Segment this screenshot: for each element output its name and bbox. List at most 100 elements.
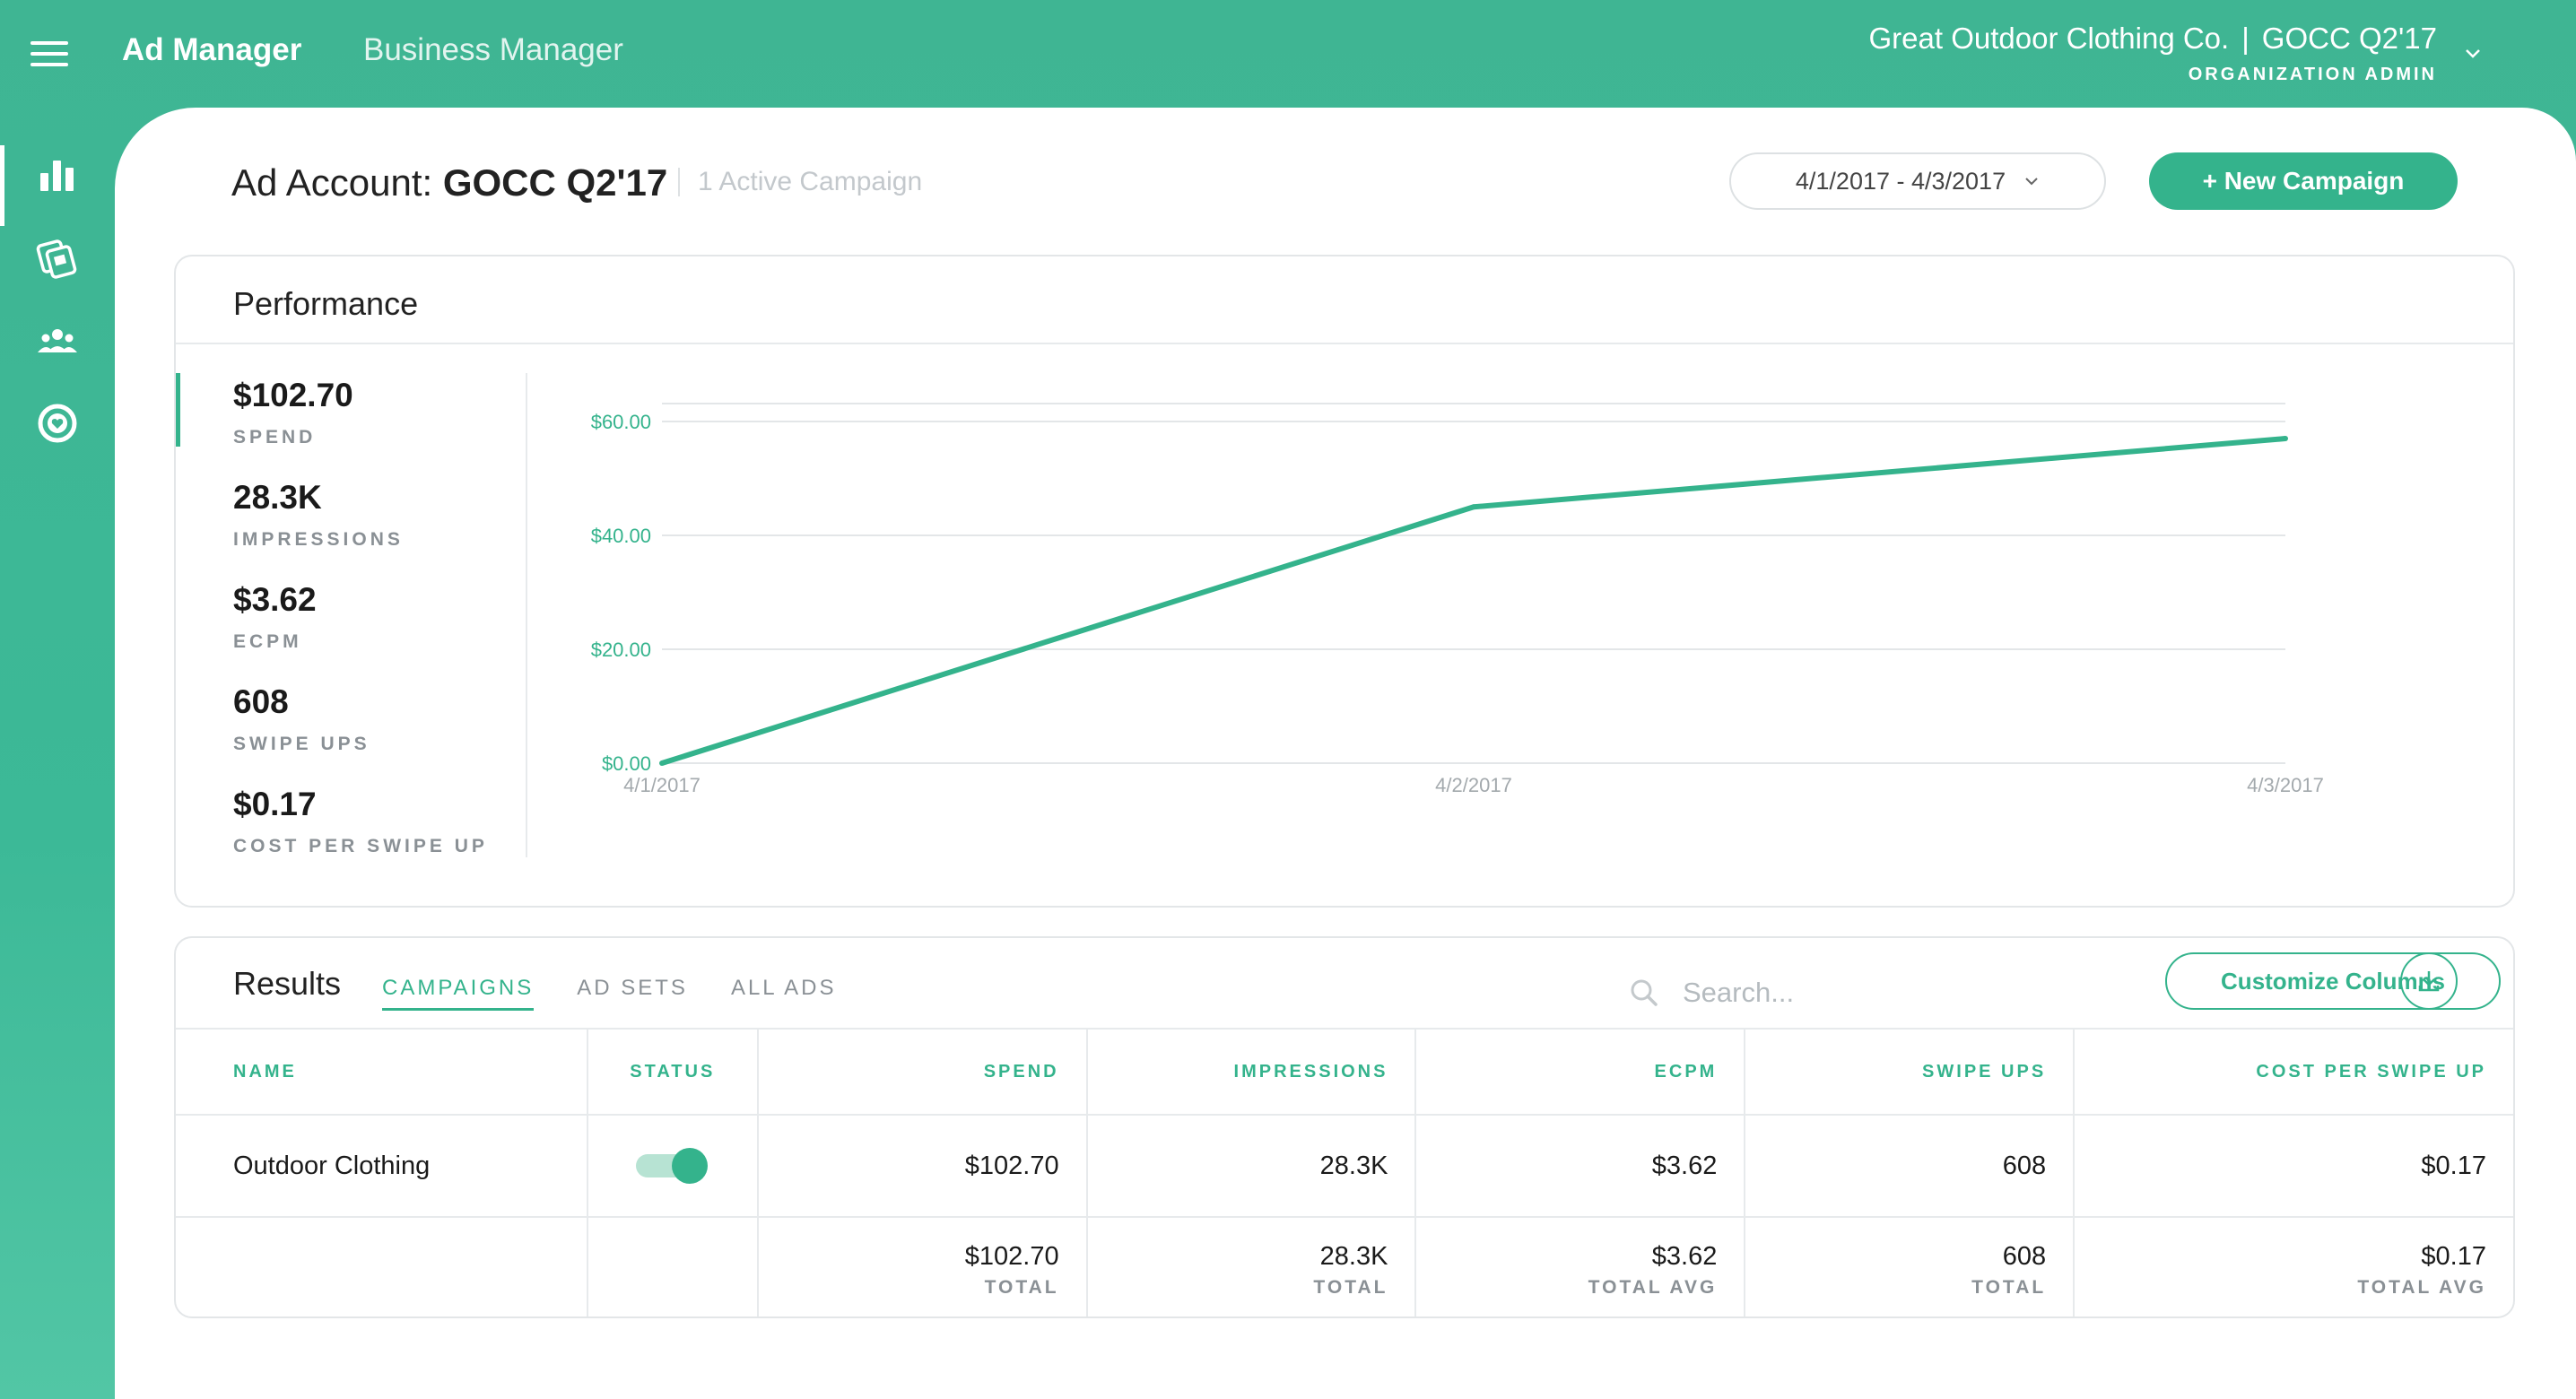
download-icon [2418,971,2440,992]
business-manager-link[interactable]: Business Manager [363,32,623,67]
data-point [1471,504,1476,510]
cost-per-swipe-up-value: $0.17 [2421,1151,2486,1180]
app-title[interactable]: Ad Manager [122,32,302,67]
new-campaign-button[interactable]: + New Campaign [2149,152,2458,210]
column-header-name[interactable]: NAME [176,1030,588,1114]
total-label: TOTAL AVG [1588,1276,1718,1298]
tab-ad-sets[interactable]: AD SETS [577,976,688,1000]
date-range-picker[interactable]: 4/1/2017 - 4/3/2017 [1729,152,2106,210]
sidebar-item-help[interactable] [0,382,115,465]
chevron-down-icon [2025,178,2038,186]
y-tick-label: $0.00 [602,752,651,775]
total-value: $3.62 [1651,1241,1718,1271]
tab-all-ads[interactable]: ALL ADS [730,976,837,1000]
metric-label: ECPM [233,631,302,652]
org-separator: | [2241,22,2250,55]
total-cost-per-swipe-up: $0.17 TOTAL AVG [2075,1218,2513,1316]
impressions-value: 28.3K [1088,1116,1417,1216]
x-tick-label: 4/1/2017 [623,774,701,796]
metric-swipe-ups[interactable]: 608 SWIPE UPS [176,680,526,782]
campaign-status-toggle[interactable] [635,1148,709,1184]
sidebar-item-reports[interactable] [0,135,115,226]
metric-value: $0.17 [233,786,317,822]
table-row[interactable]: Outdoor Clothing $102.70 28.3K $3.62 608… [176,1114,2513,1216]
total-impressions: 28.3K TOTAL [1088,1218,1417,1316]
ecpm-value: $3.62 [1416,1116,1746,1216]
search-box [1629,961,1970,1024]
creative-icon [36,239,77,279]
account-title-name: GOCC Q2'17 [442,161,668,204]
metric-value: $102.70 [233,377,353,413]
chevron-down-icon[interactable] [2463,43,2483,63]
totals-row: $102.70 TOTAL 28.3K TOTAL $3.62 TOTAL AV… [176,1216,2513,1316]
y-tick-label: $60.00 [591,411,651,433]
series-line [661,436,2286,766]
metric-ecpm[interactable]: $3.62 ECPM [176,578,526,680]
hamburger-menu-icon[interactable] [30,41,68,66]
column-header-status[interactable]: STATUS [588,1030,759,1114]
status-cell [588,1116,759,1216]
total-value: 608 [2002,1241,2047,1271]
divider [176,343,2513,344]
data-point [2283,436,2288,442]
table-header: NAME STATUS SPEND IMPRESSIONS ECPM SWIPE… [176,1028,2513,1114]
audience-icon [38,329,77,352]
total-label: TOTAL AVG [2357,1276,2486,1298]
total-label: TOTAL [1971,1276,2047,1298]
column-header-impressions[interactable]: IMPRESSIONS [1088,1030,1417,1114]
total-label: TOTAL [984,1276,1059,1298]
tab-campaigns[interactable]: CAMPAIGNS [382,976,535,1011]
metric-label: SPEND [233,427,317,448]
metric-value: 608 [233,683,289,720]
metric-value: 28.3K [233,479,322,516]
performance-panel: Performance $102.70 SPEND 28.3K IMPRESSI… [174,255,2515,908]
column-header-swipe-ups[interactable]: SWIPE UPS [1745,1030,2076,1114]
top-bar: Ad Manager Business Manager Great Outdoo… [0,0,2576,108]
date-range-label: 4/1/2017 - 4/3/2017 [1795,167,2006,195]
metric-value: $3.62 [233,581,317,618]
performance-title: Performance [233,285,419,322]
total-value: 28.3K [1319,1241,1388,1271]
total-label: TOTAL [1313,1276,1388,1298]
search-input[interactable] [1683,977,1952,1009]
active-campaigns-count: 1 Active Campaign [678,168,922,196]
y-tick-label: $20.00 [591,639,651,661]
y-tick-label: $40.00 [591,525,651,547]
metric-cost-per-swipe-up[interactable]: $0.17 COST PER SWIPE UP [176,782,526,884]
sidebar [0,135,115,465]
org-role: ORGANIZATION ADMIN [2188,65,2437,84]
download-button[interactable] [2400,952,2458,1010]
total-value: $102.70 [964,1241,1059,1271]
results-title: Results [233,965,342,1002]
spend-value: $102.70 [759,1116,1088,1216]
account-title: Ad Account: GOCC Q2'17 [231,161,667,204]
search-icon [1631,979,1658,1006]
x-tick-label: 4/2/2017 [1435,774,1512,796]
x-tick-label: 4/3/2017 [2247,774,2324,796]
metric-label: IMPRESSIONS [233,529,404,550]
sidebar-item-creative[interactable] [0,217,115,300]
sidebar-item-audiences[interactable] [0,300,115,382]
bar-chart-icon [40,161,74,191]
total-spend: $102.70 TOTAL [759,1218,1088,1316]
metric-impressions[interactable]: 28.3K IMPRESSIONS [176,475,526,578]
column-header-cost-per-swipe-up[interactable]: COST PER SWIPE UP [2256,1061,2486,1082]
metric-spend[interactable]: $102.70 SPEND [176,373,526,475]
account-title-prefix: Ad Account: [231,161,433,204]
spend-line-chart: $0.00 $20.00 $40.00 $60.00 4/1/2017 4/2/2017 4… [591,403,2324,796]
results-table: NAME STATUS SPEND IMPRESSIONS ECPM SWIPE… [176,1028,2513,1316]
data-point [659,760,665,766]
total-swipe-ups: 608 TOTAL [1745,1218,2076,1316]
divider [526,373,527,857]
organization-switcher[interactable]: Great Outdoor Clothing Co. | GOCC Q2'17 OR… [1869,22,2438,85]
campaign-name[interactable]: Outdoor Clothing [176,1116,588,1216]
total-ecpm: $3.62 TOTAL AVG [1416,1218,1746,1316]
metric-label: SWIPE UPS [233,734,370,754]
column-header-spend[interactable]: SPEND [759,1030,1088,1114]
main-content: Ad Account: GOCC Q2'17 1 Active Campaign… [115,108,2576,1399]
column-header-ecpm[interactable]: ECPM [1416,1030,1746,1114]
metrics-list: $102.70 SPEND 28.3K IMPRESSIONS $3.62 EC… [176,373,526,884]
results-tabs: CAMPAIGNS AD SETS ALL ADS [382,976,879,1011]
total-value: $0.17 [2421,1241,2486,1271]
org-name: Great Outdoor Clothing Co. [1868,22,2230,55]
